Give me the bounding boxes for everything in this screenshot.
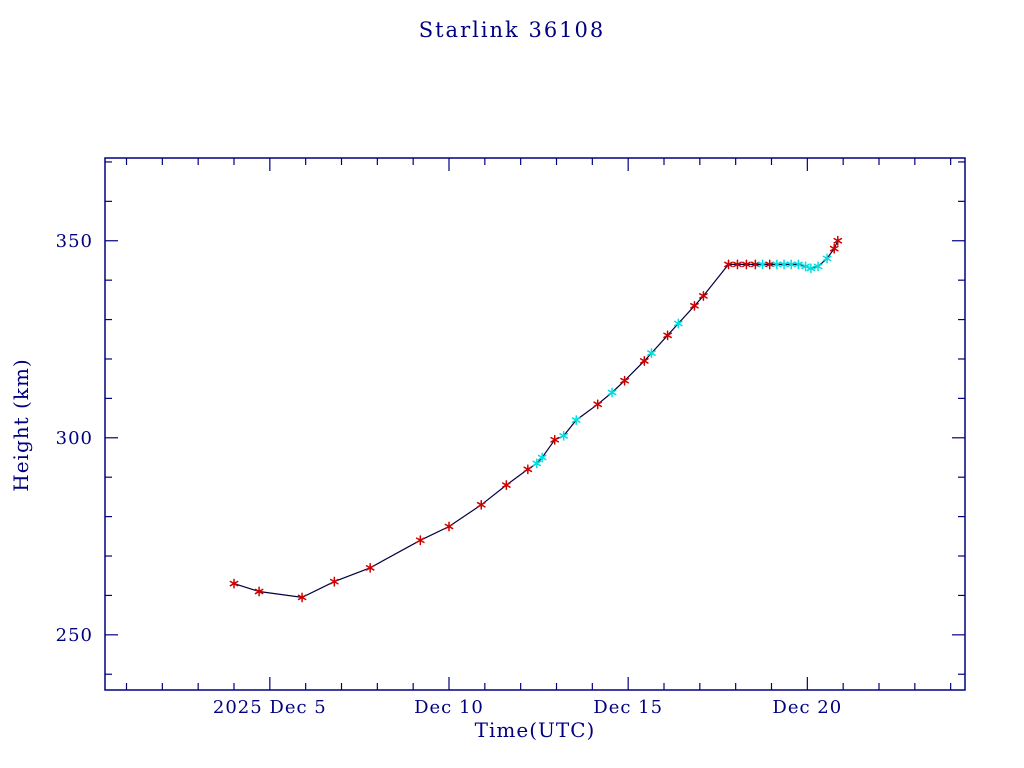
orbit-height-line <box>233 240 839 599</box>
data-point-marker <box>532 458 542 469</box>
data-point-marker <box>607 387 617 398</box>
y-tick-label: 350 <box>56 231 93 252</box>
data-point-marker <box>550 434 560 445</box>
data-point-marker <box>254 586 264 597</box>
chart-title: Starlink 36108 <box>418 18 606 42</box>
x-axis-label: Time(UTC) <box>474 718 596 742</box>
data-point-marker <box>765 259 775 270</box>
y-tick-label: 300 <box>56 428 93 449</box>
data-point-marker <box>829 243 839 254</box>
data-point-marker <box>758 259 767 270</box>
data-point-marker <box>690 300 699 311</box>
data-point-marker <box>329 576 339 587</box>
data-point-marker <box>571 415 581 426</box>
data-point-marker <box>501 480 511 491</box>
data-point-marker <box>833 235 843 246</box>
data-point-marker <box>724 259 733 270</box>
data-point-marker <box>673 318 683 329</box>
data-point-marker <box>742 259 751 270</box>
data-point-marker <box>786 259 796 270</box>
x-tick-label: 2025 Dec 5 <box>213 697 327 718</box>
data-point-marker <box>559 430 569 441</box>
data-point-marker <box>699 290 708 301</box>
data-point-marker <box>593 399 603 410</box>
data-point-marker <box>229 578 239 589</box>
x-tick-label: Dec 15 <box>593 697 663 718</box>
data-point-marker <box>415 535 425 546</box>
data-point-marker <box>523 464 533 475</box>
data-point-marker <box>365 562 375 573</box>
data-point-marker <box>750 259 760 270</box>
data-point-marker <box>793 259 803 270</box>
data-point-marker <box>647 348 656 359</box>
x-tick-label: Dec 20 <box>772 697 842 718</box>
data-point-marker <box>822 253 832 264</box>
data-point-marker <box>620 375 629 386</box>
data-point-marker <box>297 592 307 603</box>
data-point-marker <box>772 259 782 270</box>
x-tick-label: Dec 10 <box>414 697 484 718</box>
data-point-marker <box>813 261 823 272</box>
data-point-marker <box>537 452 547 463</box>
data-point-marker <box>639 355 649 366</box>
data-point-marker <box>476 499 486 510</box>
data-point-marker <box>733 259 742 270</box>
data-point-marker <box>444 521 454 532</box>
data-point-marker <box>801 261 810 272</box>
data-point-marker <box>663 330 672 341</box>
y-tick-label: 250 <box>56 625 93 646</box>
data-point-marker <box>779 259 789 270</box>
plot-frame <box>104 157 966 691</box>
data-point-marker <box>806 263 816 274</box>
